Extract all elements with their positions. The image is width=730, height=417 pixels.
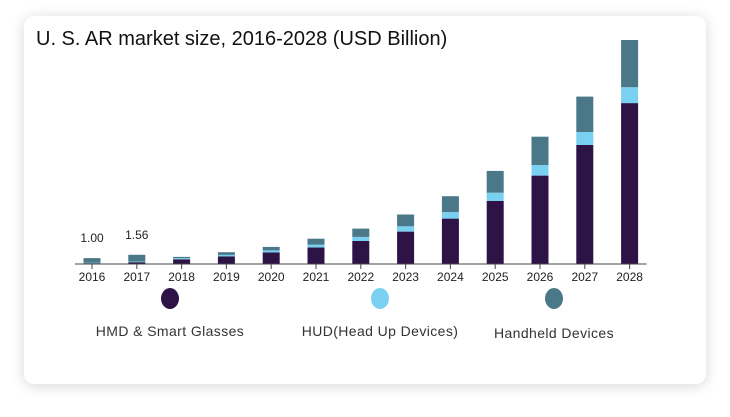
bar-2020-series-2 <box>262 246 280 251</box>
bar-2018-series-0 <box>173 259 191 264</box>
bar-2022-series-1 <box>352 236 370 241</box>
x-tick-label-2017: 2017 <box>123 270 150 284</box>
bar-2026-series-2 <box>531 136 549 165</box>
data-label-2016: 1.00 <box>80 231 104 245</box>
legend-item-hmd[interactable]: HMD & Smart Glasses <box>60 288 280 339</box>
bar-2024-series-1 <box>441 212 459 219</box>
bar-2022-series-2 <box>352 228 370 237</box>
bar-2027-series-1 <box>576 132 594 145</box>
bar-2016-series-1 <box>83 262 101 264</box>
bar-2025-series-0 <box>486 200 504 264</box>
legend-label-hud: HUD(Head Up Devices) <box>301 323 459 339</box>
bar-2023-series-2 <box>397 214 415 227</box>
bar-2027-series-0 <box>576 144 594 264</box>
bar-2019-series-1 <box>217 254 235 257</box>
x-tick-label-2027: 2027 <box>571 270 598 284</box>
legend-item-handheld[interactable]: Handheld Devices <box>444 288 664 341</box>
x-tick-label-2020: 2020 <box>258 270 285 284</box>
legend-label-handheld: Handheld Devices <box>493 325 615 341</box>
x-tick-label-2025: 2025 <box>482 270 509 284</box>
bar-2024-series-2 <box>441 196 459 213</box>
bar-2017-series-1 <box>128 261 146 263</box>
bar-2025-series-2 <box>486 170 504 193</box>
bar-2028-series-0 <box>621 103 639 264</box>
legend-swatch-hmd <box>161 288 179 309</box>
x-tick-label-2028: 2028 <box>616 270 643 284</box>
x-tick-label-2023: 2023 <box>392 270 419 284</box>
data-label-2017: 1.56 <box>125 228 149 242</box>
x-tick-label-2018: 2018 <box>168 270 195 284</box>
bar-2028-series-1 <box>621 87 639 104</box>
bar-2018-series-2 <box>173 256 191 259</box>
bar-2018-series-1 <box>173 258 191 260</box>
bar-2019-series-2 <box>217 252 235 255</box>
bar-2023-series-1 <box>397 226 415 232</box>
legend-swatch-handheld <box>545 288 563 309</box>
bar-2021-series-2 <box>307 238 325 245</box>
bar-2017-series-0 <box>128 262 146 264</box>
x-tick-label-2024: 2024 <box>437 270 464 284</box>
x-tick-label-2019: 2019 <box>213 270 240 284</box>
bar-2022-series-0 <box>352 241 370 264</box>
bar-2020-series-1 <box>262 250 280 253</box>
x-tick-label-2022: 2022 <box>347 270 374 284</box>
chart-title: U. S. AR market size, 2016-2028 (USD Bil… <box>36 28 448 50</box>
x-tick-label-2016: 2016 <box>79 270 106 284</box>
x-tick-label-2021: 2021 <box>303 270 330 284</box>
legend-swatch-hud <box>371 288 389 309</box>
bar-2021-series-1 <box>307 244 325 248</box>
bar-2017-series-2 <box>128 254 146 262</box>
legend-item-hud[interactable]: HUD(Head Up Devices) <box>270 288 490 339</box>
bar-2023-series-0 <box>397 231 415 264</box>
x-tick-label-2026: 2026 <box>527 270 554 284</box>
bar-2026-series-1 <box>531 165 549 176</box>
bar-2026-series-0 <box>531 175 549 264</box>
bar-2024-series-0 <box>441 218 459 264</box>
bar-2021-series-0 <box>307 247 325 264</box>
bar-2020-series-0 <box>262 252 280 264</box>
bar-2019-series-0 <box>217 256 235 264</box>
legend-label-hmd: HMD & Smart Glasses <box>95 323 245 339</box>
bar-2027-series-2 <box>576 96 594 132</box>
bar-2016-series-2 <box>83 258 101 263</box>
bar-2025-series-1 <box>486 192 504 201</box>
bar-2028-series-2 <box>621 40 639 88</box>
